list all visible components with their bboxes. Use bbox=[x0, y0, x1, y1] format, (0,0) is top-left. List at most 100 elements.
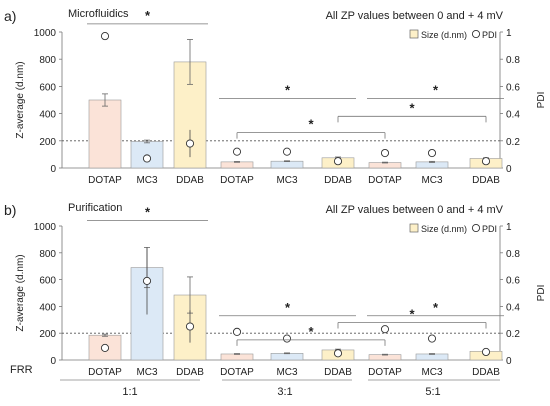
legend-size-swatch bbox=[409, 223, 419, 233]
legend-pdi-marker bbox=[471, 29, 481, 39]
y2-tick-label: 0.8 bbox=[506, 249, 520, 260]
pdi-marker bbox=[100, 343, 110, 352]
pdi-marker bbox=[380, 148, 390, 158]
significance-star: * bbox=[409, 306, 415, 321]
legend-size-swatch bbox=[409, 29, 419, 39]
significance-star: * bbox=[433, 83, 439, 98]
y-axis-title: Z-average (d.nm) bbox=[15, 254, 26, 331]
significance-star: * bbox=[409, 100, 415, 115]
pdi-marker bbox=[100, 32, 110, 41]
y2-tick-label: 0 bbox=[506, 164, 512, 175]
legend-size-label: Size (d.nm) bbox=[421, 30, 467, 40]
panel-a: a) Microfluidics All ZP values between 0 a… bbox=[4, 8, 547, 186]
y2-tick-label: 0 bbox=[506, 356, 512, 367]
y-axis-title: Z-average (d.nm) bbox=[15, 61, 26, 138]
legend-pdi-label: PDI bbox=[482, 30, 497, 40]
pdi-marker bbox=[232, 327, 242, 336]
y2-tick-label: 0.4 bbox=[506, 302, 520, 313]
bar-size bbox=[415, 353, 449, 361]
x-tick-label: MC3 bbox=[421, 367, 443, 378]
bar-size bbox=[220, 161, 254, 169]
y-tick-label: 0 bbox=[50, 356, 56, 367]
bar-size bbox=[368, 162, 402, 169]
zp-annotation: All ZP values between 0 and + 4 mV bbox=[326, 204, 504, 216]
y2-tick-label: 1 bbox=[506, 222, 512, 233]
x-tick-label: DOTAP bbox=[220, 367, 254, 378]
x-tick-label: DDAB bbox=[324, 367, 352, 378]
y-tick-label: 600 bbox=[39, 276, 56, 287]
x-tick-label: DOTAP bbox=[368, 175, 402, 186]
pdi-marker bbox=[380, 325, 390, 334]
y-tick-label: 800 bbox=[39, 55, 56, 66]
significance-star: * bbox=[145, 8, 151, 23]
y-tick-label: 1000 bbox=[34, 222, 57, 233]
legend-pdi-marker bbox=[471, 223, 481, 233]
y-tick-label: 1000 bbox=[34, 28, 57, 39]
y-tick-label: 0 bbox=[50, 164, 56, 175]
y2-tick-label: 0.2 bbox=[506, 137, 520, 148]
x-tick-label: DDAB bbox=[324, 175, 352, 186]
y2-tick-label: 1 bbox=[506, 28, 512, 39]
y-tick-label: 400 bbox=[39, 110, 56, 121]
bar-size bbox=[270, 352, 304, 361]
pdi-marker bbox=[142, 276, 152, 285]
y2-axis-title: PDI bbox=[536, 285, 547, 302]
y2-tick-label: 0.4 bbox=[506, 110, 520, 121]
frr-group-3: 5:1 bbox=[425, 386, 440, 398]
bar-size bbox=[88, 334, 122, 361]
bar-size bbox=[220, 353, 254, 361]
legend-size-label: Size (d.nm) bbox=[421, 224, 467, 234]
panel-label: b) bbox=[4, 202, 16, 218]
x-tick-label: DOTAP bbox=[368, 367, 402, 378]
y2-tick-label: 0.8 bbox=[506, 55, 520, 66]
zp-annotation: All ZP values between 0 and + 4 mV bbox=[326, 10, 504, 22]
pdi-marker bbox=[142, 154, 152, 163]
significance-star: * bbox=[308, 324, 314, 339]
panel-b: b) Purification All ZP values between 0 an… bbox=[4, 202, 547, 378]
significance-star: * bbox=[145, 205, 151, 220]
x-tick-label: DOTAP bbox=[220, 175, 254, 186]
panel-label: a) bbox=[4, 8, 16, 24]
frr-group-2: 3:1 bbox=[277, 386, 292, 398]
panel-title: Purification bbox=[68, 202, 122, 214]
x-tick-label: DDAB bbox=[472, 175, 500, 186]
y-tick-label: 400 bbox=[39, 302, 56, 313]
y-tick-label: 200 bbox=[39, 329, 56, 340]
x-tick-label: DOTAP bbox=[88, 367, 122, 378]
x-tick-label: MC3 bbox=[421, 175, 443, 186]
pdi-marker bbox=[282, 147, 292, 156]
x-tick-label: MC3 bbox=[276, 175, 298, 186]
frr-axis: FRR 1:1 3:1 5:1 bbox=[10, 364, 500, 398]
y-tick-label: 600 bbox=[39, 82, 56, 93]
frr-group-1: 1:1 bbox=[122, 386, 137, 398]
pdi-marker bbox=[481, 157, 491, 166]
x-tick-label: DDAB bbox=[176, 175, 204, 186]
pdi-marker bbox=[282, 334, 292, 343]
bar-size bbox=[88, 99, 122, 169]
frr-label: FRR bbox=[10, 364, 33, 376]
significance-star: * bbox=[285, 83, 291, 98]
legend-pdi-label: PDI bbox=[482, 224, 497, 234]
y-tick-label: 800 bbox=[39, 249, 56, 260]
pdi-marker bbox=[185, 322, 195, 331]
x-tick-label: MC3 bbox=[276, 367, 298, 378]
pdi-marker bbox=[481, 347, 491, 357]
significance-star: * bbox=[308, 117, 314, 132]
y2-tick-label: 0.6 bbox=[506, 82, 520, 93]
panel-title: Microfluidics bbox=[68, 8, 129, 20]
y-tick-label: 200 bbox=[39, 137, 56, 148]
pdi-marker bbox=[333, 157, 343, 166]
pdi-marker bbox=[232, 147, 242, 156]
pdi-marker bbox=[333, 349, 343, 358]
bar-size bbox=[368, 354, 402, 361]
pdi-marker bbox=[185, 139, 195, 148]
y2-axis-title: PDI bbox=[536, 92, 547, 109]
bar-size bbox=[270, 160, 304, 169]
x-tick-label: DDAB bbox=[176, 367, 204, 378]
x-tick-label: MC3 bbox=[136, 367, 158, 378]
pdi-marker bbox=[427, 334, 437, 343]
x-tick-label: MC3 bbox=[136, 175, 158, 186]
x-tick-label: DDAB bbox=[472, 367, 500, 378]
significance-star: * bbox=[285, 300, 291, 315]
